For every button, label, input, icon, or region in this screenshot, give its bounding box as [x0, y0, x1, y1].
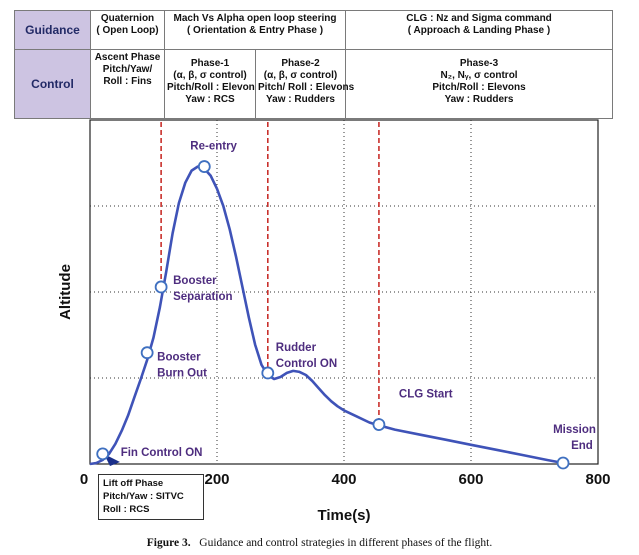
- control-row-label: Control: [14, 49, 91, 119]
- event-marker: [197, 160, 211, 173]
- cell-text: (α, β, σ control): [263, 70, 338, 81]
- liftoff-line: Pitch/Yaw : SITVC: [103, 491, 184, 502]
- event-label: Burn Out: [157, 368, 207, 380]
- liftoff-phase-box: Lift off Phase Pitch/Yaw : SITVC Roll : …: [98, 474, 204, 520]
- event-label: CLG Start: [399, 389, 453, 401]
- guidance-cell-mach-alpha: Mach Vs Alpha open loop steering ( Orien…: [163, 10, 347, 50]
- cell-text: Pitch/Yaw/: [102, 64, 153, 75]
- cell-text: (α, β, σ control): [173, 70, 247, 81]
- x-tick-label: 600: [458, 471, 483, 488]
- cell-text: Yaw : Rudders: [266, 94, 335, 105]
- x-tick-label: 0: [80, 471, 88, 488]
- cell-text: Pitch/Roll : Elevons: [432, 82, 526, 93]
- guidance-control-table: Guidance Quaternion ( Open Loop) Mach Vs…: [14, 10, 614, 119]
- cell-text: Pitch/ Roll : Elevons: [258, 82, 355, 93]
- altitude-curve: [89, 165, 564, 466]
- altitude-chart: 0 200 400 600 800 Time(s) Altitude Fin Control …: [57, 119, 611, 524]
- x-tick-label: 200: [204, 471, 229, 488]
- event-label: Fin Control ON: [121, 447, 203, 459]
- cell-text: N₂, Nᵧ, σ control: [440, 70, 518, 81]
- cell-text: Ascent Phase: [94, 52, 161, 63]
- guidance-cell-quaternion: Quaternion ( Open Loop): [90, 10, 165, 50]
- event-marker: [556, 456, 570, 470]
- event-label: Rudder: [276, 342, 317, 354]
- cell-text: Yaw : Rudders: [444, 94, 514, 105]
- control-cell-phase3: Phase-3 N₂, Nᵧ, σ control Pitch/Roll : E…: [345, 49, 614, 119]
- cell-text: Roll : Fins: [103, 76, 152, 87]
- x-tick-label: 800: [585, 471, 610, 488]
- cell-text: ( Approach & Landing Phase ): [407, 25, 551, 36]
- figure-number: Figure 3.: [146, 537, 191, 549]
- guidance-cell-clg: CLG : Nz and Sigma command ( Approach & …: [345, 10, 614, 50]
- cell-text: Phase-2: [281, 58, 320, 69]
- event-marker: [154, 280, 168, 294]
- event-label: End: [571, 440, 593, 452]
- control-cell-phase2: Phase-2 (α, β, σ control) Pitch/ Roll : …: [254, 49, 355, 119]
- cell-text: Phase-1: [190, 58, 230, 69]
- cell-text: Quaternion: [100, 13, 155, 24]
- event-marker: [96, 447, 110, 461]
- cell-text: Pitch/Roll : Elevon: [167, 82, 255, 93]
- event-label: Booster: [173, 275, 217, 287]
- figure-caption-text: Guidance and control strategies in diffe…: [199, 537, 493, 549]
- event-label: Booster: [157, 352, 201, 364]
- liftoff-line: Roll : RCS: [103, 504, 150, 515]
- event-marker: [372, 418, 386, 431]
- event-label: Control ON: [276, 358, 337, 370]
- guidance-row-label: Guidance: [14, 10, 91, 50]
- cell-text: Phase-3: [459, 58, 499, 69]
- cell-text: ( Open Loop): [96, 25, 159, 36]
- event-label: Separation: [173, 291, 232, 303]
- event-label: Mission: [553, 424, 596, 436]
- cell-text: ( Orientation & Entry Phase ): [186, 25, 324, 36]
- x-axis-label: Time(s): [317, 507, 370, 524]
- cell-text: CLG : Nz and Sigma command: [406, 13, 552, 24]
- event-label: Re-entry: [190, 141, 237, 153]
- cell-text: Mach Vs Alpha open loop steering: [173, 13, 337, 24]
- y-axis-label: Altitude: [57, 264, 74, 320]
- event-marker: [261, 366, 275, 380]
- x-tick-label: 400: [331, 471, 356, 488]
- figure-caption: Figure 3. Guidance and control strategie…: [0, 537, 639, 549]
- liftoff-line: Lift off Phase: [103, 478, 164, 489]
- cell-text: Yaw : RCS: [185, 94, 235, 105]
- control-cell-ascent: Ascent Phase Pitch/Yaw/ Roll : Fins: [90, 49, 165, 119]
- event-marker: [140, 346, 154, 360]
